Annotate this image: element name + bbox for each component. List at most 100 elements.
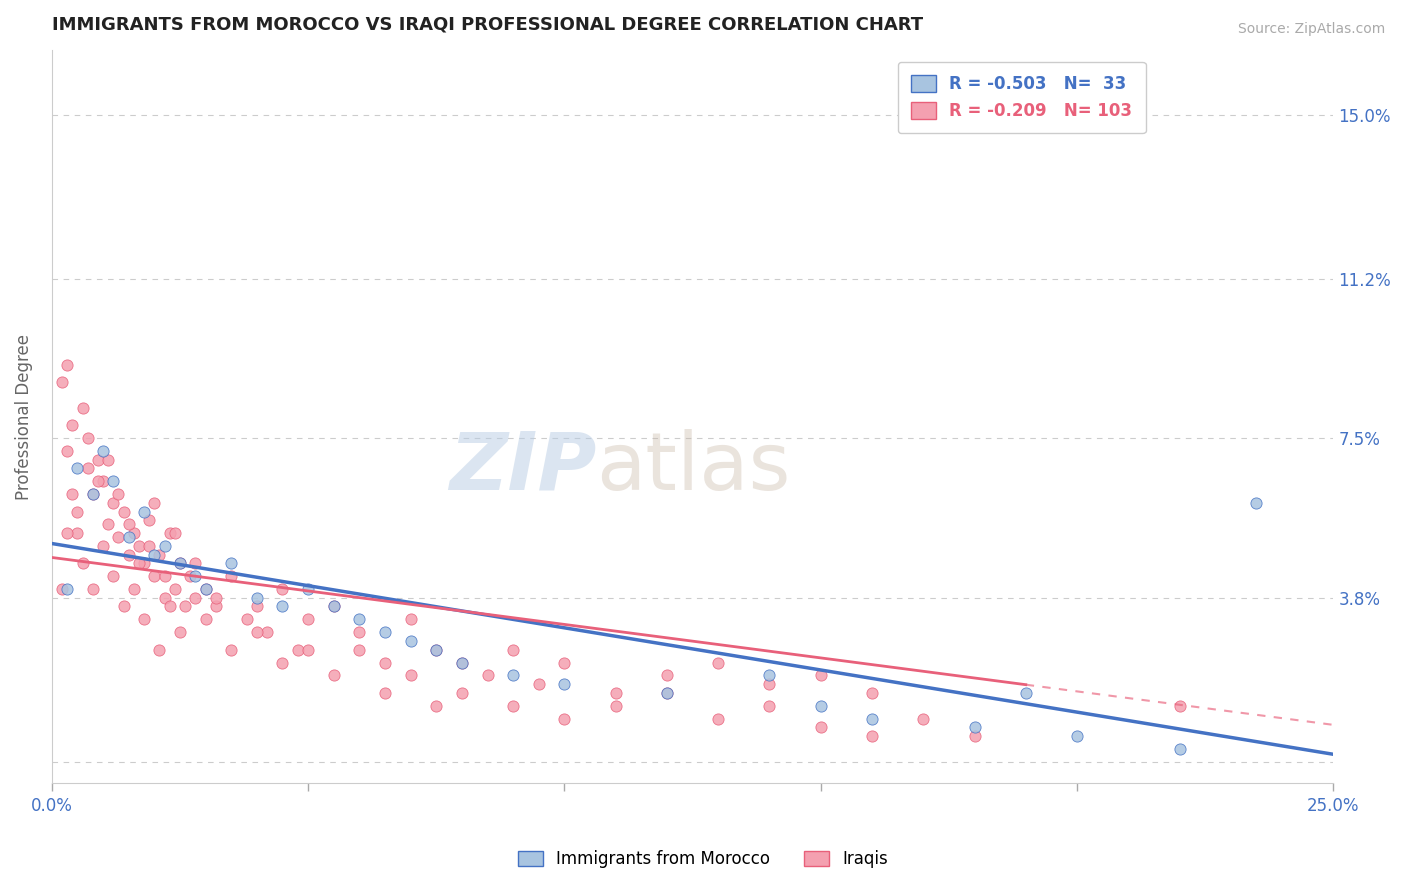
Point: [122, 582, 145, 597]
Point: [349, 612, 371, 626]
Point: [87, 475, 110, 489]
Point: [758, 677, 780, 691]
Point: [451, 686, 474, 700]
Point: [66, 526, 89, 541]
Point: [810, 720, 832, 734]
Point: [655, 686, 678, 700]
Point: [1246, 496, 1268, 510]
Point: [1168, 698, 1191, 713]
Point: [194, 612, 217, 626]
Point: [117, 548, 139, 562]
Point: [169, 625, 191, 640]
Point: [860, 686, 883, 700]
Point: [72, 557, 94, 571]
Point: [103, 569, 125, 583]
Point: [246, 625, 269, 640]
Point: [235, 612, 257, 626]
Point: [132, 557, 155, 571]
Point: [553, 712, 575, 726]
Point: [82, 487, 104, 501]
Point: [707, 712, 730, 726]
Point: [143, 496, 166, 510]
Point: [112, 504, 135, 518]
Point: [138, 513, 160, 527]
Point: [374, 625, 396, 640]
Point: [184, 557, 207, 571]
Point: [707, 656, 730, 670]
Point: [159, 526, 181, 541]
Point: [271, 582, 294, 597]
Point: [103, 496, 125, 510]
Point: [425, 642, 447, 657]
Point: [502, 642, 524, 657]
Point: [72, 401, 94, 415]
Point: [51, 375, 73, 389]
Point: [143, 569, 166, 583]
Point: [138, 539, 160, 553]
Point: [271, 599, 294, 614]
Point: [758, 698, 780, 713]
Point: [91, 444, 114, 458]
Point: [60, 487, 83, 501]
Point: [502, 698, 524, 713]
Point: [97, 517, 120, 532]
Point: [87, 452, 110, 467]
Point: [219, 557, 242, 571]
Point: [605, 686, 627, 700]
Point: [56, 444, 79, 458]
Point: [66, 504, 89, 518]
Point: [349, 625, 371, 640]
Point: [758, 668, 780, 682]
Point: [860, 712, 883, 726]
Point: [271, 656, 294, 670]
Point: [451, 656, 474, 670]
Text: Source: ZipAtlas.com: Source: ZipAtlas.com: [1237, 22, 1385, 37]
Point: [91, 475, 114, 489]
Point: [194, 582, 217, 597]
Point: [287, 642, 309, 657]
Point: [76, 461, 98, 475]
Point: [297, 612, 319, 626]
Point: [107, 487, 129, 501]
Point: [1066, 729, 1088, 743]
Point: [502, 668, 524, 682]
Point: [1168, 742, 1191, 756]
Point: [169, 557, 191, 571]
Point: [963, 720, 986, 734]
Point: [91, 539, 114, 553]
Point: [246, 591, 269, 605]
Text: ZIP: ZIP: [449, 429, 596, 507]
Point: [128, 539, 150, 553]
Point: [51, 582, 73, 597]
Point: [82, 582, 104, 597]
Point: [143, 548, 166, 562]
Point: [553, 656, 575, 670]
Point: [655, 668, 678, 682]
Legend: Immigrants from Morocco, Iraqis: Immigrants from Morocco, Iraqis: [512, 844, 894, 875]
Point: [451, 656, 474, 670]
Point: [60, 418, 83, 433]
Point: [322, 599, 344, 614]
Point: [477, 668, 499, 682]
Point: [117, 530, 139, 544]
Point: [204, 599, 226, 614]
Point: [860, 729, 883, 743]
Point: [132, 504, 155, 518]
Point: [97, 452, 120, 467]
Point: [194, 582, 217, 597]
Point: [117, 517, 139, 532]
Point: [76, 431, 98, 445]
Point: [122, 526, 145, 541]
Point: [112, 599, 135, 614]
Point: [322, 668, 344, 682]
Point: [163, 526, 186, 541]
Point: [256, 625, 278, 640]
Point: [128, 557, 150, 571]
Point: [605, 698, 627, 713]
Point: [179, 569, 201, 583]
Point: [246, 599, 269, 614]
Point: [204, 591, 226, 605]
Point: [425, 698, 447, 713]
Point: [153, 539, 176, 553]
Point: [322, 599, 344, 614]
